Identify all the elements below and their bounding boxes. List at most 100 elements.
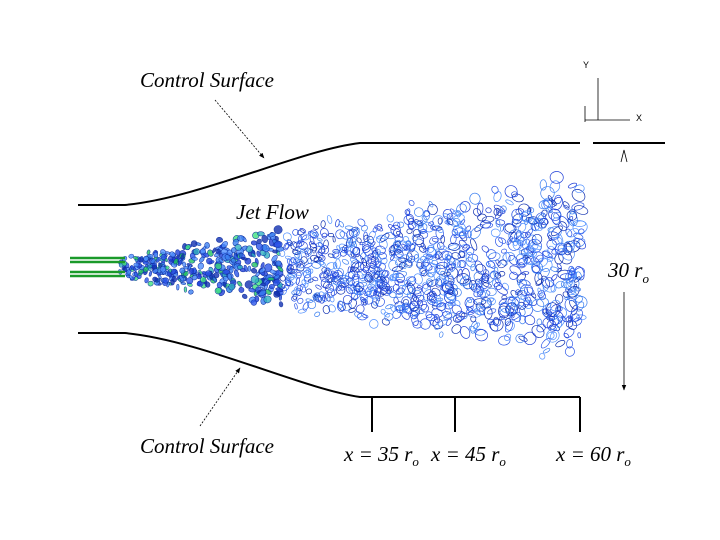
vortex <box>152 276 158 283</box>
vortex <box>516 290 523 296</box>
vortex <box>379 281 391 292</box>
vortex <box>524 286 528 295</box>
vortex <box>332 261 338 270</box>
vortex <box>298 241 308 251</box>
vortex <box>481 245 490 253</box>
vortex <box>265 289 272 296</box>
vortex <box>242 293 248 299</box>
vortex <box>474 328 486 336</box>
vortex <box>321 292 329 303</box>
vortex <box>307 230 318 238</box>
vortex <box>446 218 454 226</box>
vortex <box>382 270 389 277</box>
vortex <box>308 241 317 249</box>
vortex <box>349 237 357 246</box>
vortex <box>507 237 521 251</box>
vortex <box>380 308 386 315</box>
vortex <box>511 208 524 221</box>
vortex <box>296 259 305 269</box>
vortex <box>188 264 192 270</box>
vortex <box>506 236 513 246</box>
station-subscript: o <box>412 454 419 469</box>
vortex <box>453 234 461 239</box>
vortex <box>451 252 461 260</box>
vortex <box>389 273 398 281</box>
vortex <box>273 278 281 286</box>
vortex <box>352 247 361 255</box>
vortex <box>200 276 207 283</box>
vortex <box>478 276 486 284</box>
vortex <box>447 254 452 262</box>
vortex <box>526 286 535 296</box>
vortex <box>454 316 464 322</box>
vortex <box>304 247 312 255</box>
vortex <box>341 258 350 265</box>
vortex <box>498 271 506 277</box>
vortex <box>501 295 508 301</box>
vortex <box>368 270 375 278</box>
vortex <box>176 284 180 291</box>
vortex <box>462 229 473 238</box>
vortex <box>511 191 519 198</box>
vortex <box>353 288 361 295</box>
vortex <box>504 223 517 233</box>
vortex <box>192 248 200 256</box>
vortex <box>373 265 380 274</box>
vortex <box>563 333 570 339</box>
vortex <box>307 248 312 256</box>
vortex <box>524 294 538 306</box>
vortex <box>535 278 544 286</box>
vortex <box>367 255 377 265</box>
vortex <box>536 213 545 224</box>
vortex <box>395 271 408 279</box>
vortex <box>348 308 356 313</box>
vortex <box>332 252 340 258</box>
vortex <box>459 326 471 339</box>
vortex <box>374 270 381 279</box>
label-text: 30 r <box>607 258 643 282</box>
vortex <box>498 315 505 321</box>
vortex <box>357 268 368 279</box>
vortex <box>144 277 149 284</box>
vortex <box>454 299 461 307</box>
vortex <box>307 278 314 283</box>
vortex <box>537 287 543 296</box>
vortex <box>328 304 336 313</box>
vortex <box>555 280 565 289</box>
vortex <box>435 294 442 307</box>
vortex <box>470 315 477 323</box>
vortex <box>337 268 345 276</box>
vortex <box>350 259 361 269</box>
vortex <box>430 317 439 326</box>
vortex <box>345 286 353 295</box>
vortex <box>371 296 379 306</box>
vortex <box>332 236 336 243</box>
vortex <box>431 287 441 297</box>
vortex <box>488 252 501 262</box>
vortex <box>292 293 298 300</box>
vortex <box>467 310 475 316</box>
vortex <box>489 270 499 280</box>
vortex <box>421 215 428 223</box>
vortex <box>541 308 549 317</box>
vortex <box>567 182 578 189</box>
vortex <box>314 295 323 303</box>
vortex <box>492 317 501 327</box>
vortex <box>403 215 414 226</box>
vortex <box>493 204 506 214</box>
vortex <box>175 249 181 256</box>
vortex <box>325 283 334 294</box>
vortex <box>448 264 453 272</box>
vortex <box>367 253 374 259</box>
vortex <box>384 313 394 322</box>
vortex <box>206 257 213 265</box>
vortex <box>348 298 357 309</box>
vortex <box>534 272 543 285</box>
station-label: x = 35 ro <box>343 442 419 469</box>
vortex <box>486 249 497 259</box>
vortex <box>366 288 373 296</box>
vortex <box>401 310 410 320</box>
vortex <box>188 289 194 295</box>
vortex <box>352 241 357 248</box>
